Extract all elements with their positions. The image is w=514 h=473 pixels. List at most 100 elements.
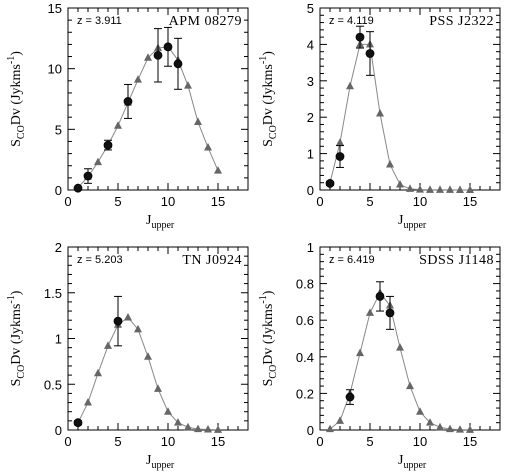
model-point (204, 143, 212, 151)
observed-point (123, 97, 133, 106)
model-point (184, 422, 192, 431)
y-tick-label: 0.5 (44, 377, 62, 392)
observed-point (113, 316, 123, 326)
y-axis-label: SCODv (Jykms-1) (6, 290, 27, 386)
observed-point (73, 183, 83, 193)
model-point (396, 343, 404, 351)
observed-point (385, 308, 395, 318)
redshift-label: z = 3.911 (77, 15, 122, 27)
object-name: APM 08279 (169, 14, 242, 29)
y-tick-label: 1 (307, 240, 314, 255)
y-tick-label: 0.2 (296, 386, 314, 401)
observed-point (103, 140, 113, 150)
x-tick-label: 0 (64, 194, 71, 209)
redshift-label: z = 4.119 (329, 15, 374, 27)
model-point (114, 121, 122, 129)
x-tick-label: 15 (463, 194, 477, 209)
y-tick-label: 2 (55, 240, 62, 255)
y-tick-label: 1 (55, 332, 62, 347)
model-point (366, 308, 374, 316)
observed-point (355, 32, 365, 42)
model-point (406, 381, 414, 390)
x-tick-label: 5 (366, 194, 373, 209)
model-point (456, 185, 464, 193)
model-point (346, 81, 354, 90)
panel-4: 0 5 10 15 0 0.2 0.4 0.6 0.8 1 z = 6.419 SDSS J1148 J… (258, 240, 501, 471)
plot-frame (67, 246, 249, 431)
y-tick-label: 10 (48, 62, 62, 77)
model-point (426, 418, 434, 426)
model-curve (77, 46, 219, 188)
y-tick-label: 0.8 (296, 277, 314, 292)
y-tick-label: 1.5 (44, 286, 62, 301)
y-tick-label: 15 (48, 1, 62, 16)
x-tick-label: 5 (114, 194, 121, 209)
model-point (416, 185, 424, 193)
y-tick-label: 3 (307, 74, 314, 89)
y-axis-label: SCODv (Jykms-1) (6, 51, 27, 147)
panel-1: 0 5 10 15 0 5 10 15 z = 3.911 APM 08279 Jupper SCOD… (6, 1, 249, 231)
x-tick-label: 10 (413, 434, 427, 449)
model-point (446, 185, 454, 193)
model-point (416, 407, 424, 415)
model-point (406, 184, 414, 192)
y-tick-label: 5 (55, 122, 62, 137)
model-point (466, 425, 474, 433)
model-point (446, 424, 454, 433)
model-point (336, 138, 344, 146)
observed-point (153, 50, 163, 60)
observed-point (173, 59, 183, 69)
model-point (356, 348, 364, 357)
model-point (194, 424, 202, 433)
x-tick-label: 10 (161, 194, 175, 209)
model-point (326, 424, 334, 433)
object-name: SDSS J1148 (419, 253, 494, 268)
x-tick-label: 15 (211, 194, 225, 209)
model-point (426, 185, 434, 193)
x-axis-label: Jupper (146, 453, 175, 471)
redshift-label: z = 6.419 (329, 254, 375, 266)
model-point (456, 425, 464, 433)
x-tick-label: 15 (463, 434, 477, 449)
x-axis-label: Jupper (398, 453, 427, 471)
panel-2: 0 5 10 15 0 1 2 3 4 5 z = 4.119 PSS J2322 Jupper SCOD… (258, 1, 501, 231)
model-curve (329, 43, 470, 191)
object-name: TN J0924 (182, 253, 242, 268)
y-tick-label: 1 (307, 147, 314, 162)
y-tick-label: 2 (307, 110, 314, 125)
observed-point (325, 179, 335, 188)
observed-point (365, 49, 375, 58)
y-tick-label: 0 (307, 423, 314, 438)
model-point (396, 180, 404, 188)
y-axis-label: SCODv (Jykms-1) (258, 51, 279, 147)
observed-point (163, 42, 173, 52)
y-tick-label: 0 (307, 183, 314, 198)
panel-3: 0 5 10 15 0 0.5 1 1.5 2 z = 5.203 TN J0924 Jupper SC… (6, 240, 249, 471)
y-axis-label: SCODv (Jykms-1) (258, 290, 279, 386)
model-point (174, 418, 182, 426)
model-point (144, 53, 152, 61)
x-tick-label: 5 (114, 434, 121, 449)
model-point (204, 425, 212, 433)
model-point (184, 81, 192, 89)
model-point (376, 109, 384, 117)
x-tick-label: 15 (211, 434, 225, 449)
x-tick-label: 0 (316, 434, 323, 449)
model-point (154, 384, 162, 392)
model-point (436, 422, 444, 431)
model-point (144, 352, 152, 360)
y-tick-label: 0.6 (296, 313, 314, 328)
model-point (134, 75, 142, 83)
model-point (436, 185, 444, 193)
observed-point (73, 418, 83, 428)
y-tick-label: 0.4 (296, 350, 314, 365)
model-point (164, 407, 172, 415)
plot-frame (319, 7, 501, 191)
y-tick-label: 5 (307, 1, 314, 16)
model-point (134, 324, 142, 333)
observed-point (375, 292, 385, 301)
x-tick-label: 5 (366, 434, 373, 449)
y-tick-label: 0 (55, 183, 62, 198)
y-tick-label: 0 (55, 423, 62, 438)
model-point (104, 341, 112, 349)
